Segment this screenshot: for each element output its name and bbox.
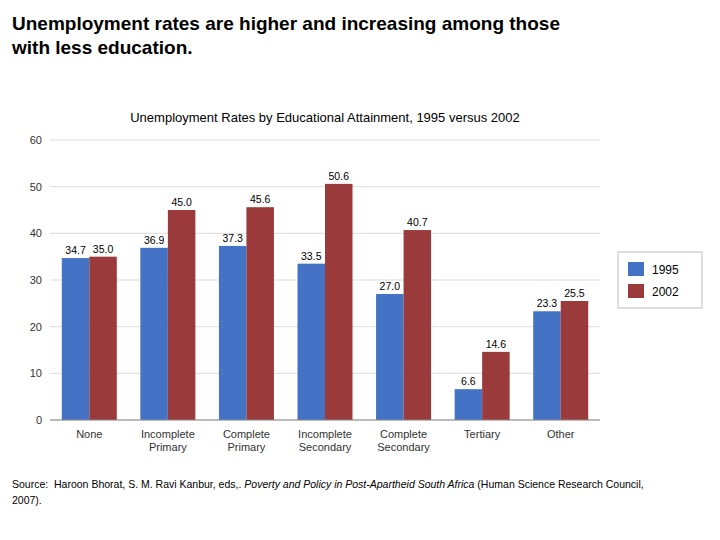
bar	[404, 230, 432, 420]
x-axis	[50, 420, 600, 421]
y-tick-label: 60	[30, 134, 42, 146]
x-tick-label: Other	[547, 428, 575, 440]
legend: 1995 2002	[618, 252, 702, 308]
bar	[219, 246, 247, 420]
source-part: (Human Science Research Council,	[474, 478, 643, 490]
x-tick-label: CompleteSecondary	[377, 428, 430, 453]
data-label: 40.7	[407, 216, 428, 228]
x-tick-label: IncompleteSecondary	[298, 428, 352, 453]
legend-swatch	[628, 262, 644, 276]
y-tick-label: 30	[30, 274, 42, 286]
bar	[140, 248, 168, 420]
data-label: 45.0	[171, 196, 192, 208]
bar	[561, 301, 589, 420]
bar	[533, 311, 561, 420]
y-tick-label: 50	[30, 181, 42, 193]
data-label: 37.3	[222, 232, 243, 244]
x-tick-label: Tertiary	[464, 428, 501, 440]
bar	[89, 257, 117, 420]
bar	[62, 258, 90, 420]
bar	[246, 207, 274, 420]
title: Unemployment Rates by Educational Attain…	[130, 110, 520, 125]
data-label: 25.5	[564, 287, 585, 299]
data-label: 35.0	[93, 243, 114, 255]
data-label: 36.9	[144, 234, 165, 246]
y-tick-label: 0	[36, 414, 42, 426]
bar	[325, 184, 353, 420]
data-label: 27.0	[380, 280, 401, 292]
headline: Unemployment rates are higher and increa…	[11, 13, 560, 58]
bar	[376, 294, 404, 420]
source-part: Source: Haroon Bhorat, S. M. Ravi Kanbur…	[12, 478, 244, 490]
x-tick-label: None	[76, 428, 102, 440]
bars	[62, 184, 588, 420]
legend-label: 2002	[652, 285, 679, 299]
data-label: 14.6	[486, 338, 507, 350]
data-label: 50.6	[329, 170, 350, 182]
bar	[168, 210, 196, 420]
bar	[298, 264, 326, 420]
bar	[482, 352, 510, 420]
y-tick-label: 10	[30, 367, 42, 379]
grid-line	[50, 420, 600, 421]
data-label: 33.5	[301, 250, 322, 262]
chart: Unemployment rates are higher and increa…	[0, 0, 720, 540]
source: Source: Haroon Bhorat, S. M. Ravi Kanbur…	[12, 478, 644, 490]
data-label: 45.6	[250, 193, 271, 205]
source: 2007).	[12, 494, 42, 506]
bar	[455, 389, 483, 420]
data-label: 34.7	[65, 244, 86, 256]
y-tick-label: 20	[30, 321, 42, 333]
data-labels: 34.7 36.9 37.3 33.5 27.0 6.6 23.3 35.0 45.0 45.6 5…	[65, 170, 585, 387]
x-tick-label: IncompletePrimary	[141, 428, 195, 453]
grid	[50, 140, 600, 420]
grid-line	[50, 140, 600, 141]
legend-swatch	[628, 284, 644, 298]
data-label: 6.6	[461, 375, 476, 387]
y-tick-label: 40	[30, 227, 42, 239]
source-part: Poverty and Policy in Post-Apartheid Sou…	[244, 478, 474, 490]
legend-label: 1995	[652, 263, 679, 277]
data-label: 23.3	[537, 297, 558, 309]
x-tick-label: CompletePrimary	[223, 428, 270, 453]
legend-frame	[618, 252, 702, 308]
